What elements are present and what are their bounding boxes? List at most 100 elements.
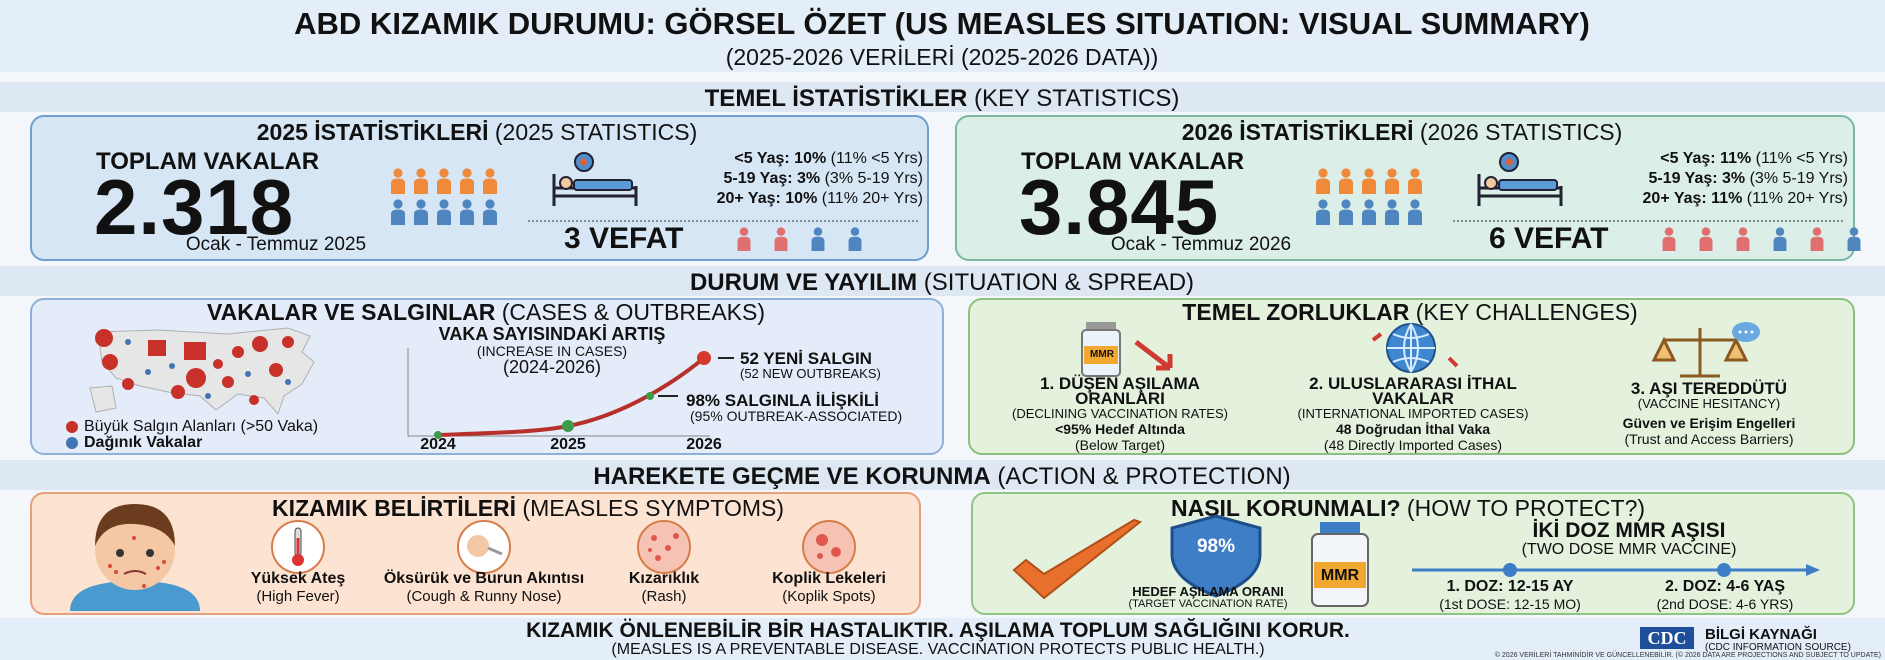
age-label-en: (11% 20+ Yrs) [821, 190, 923, 207]
person-icon [1662, 227, 1676, 251]
dose: 1. DOZ: 12-15 AY (1st DOSE: 12-15 MO) [1439, 578, 1581, 612]
person-icon [774, 227, 788, 251]
symptom-label: Yüksek Ateş [250, 570, 346, 587]
scale-icon [1651, 322, 1760, 378]
person-icon [483, 168, 497, 194]
dose-title-en: (TWO DOSE MMR VACCINE) [1521, 541, 1737, 558]
total-value: 3.845 [1019, 163, 1220, 251]
person-icon [1408, 199, 1422, 225]
person-icon [848, 227, 862, 251]
subtitle: (2025-2026 VERİLERİ (2025-2026 DATA)) [725, 44, 1159, 70]
age-label-en: (3% 5-19 Yrs) [824, 170, 923, 187]
person-icon [1847, 227, 1861, 251]
symptom: Koplik Lekeleri (Koplik Spots) [772, 570, 886, 605]
child-illustration [70, 504, 200, 611]
age-label-en: (11% <5 Yrs) [830, 150, 923, 167]
person-icon [811, 227, 825, 251]
annotation: 98% SALGINLA İLİŞKİLİ [686, 391, 880, 410]
panel-title-en: (2026 STATISTICS) [1419, 119, 1623, 145]
panel-title: KIZAMIK BELİRTİLERİ (MEASLES SYMPTOMS) [272, 495, 784, 522]
dose-label-en: (2nd DOSE: 4-6 YRS) [1656, 596, 1794, 612]
trend-year: 2026 [686, 436, 722, 453]
period: Ocak - Temmuz 2025 [185, 234, 367, 255]
vial-label: MMR [1320, 567, 1360, 584]
age-row: 5-19 Yaş: 3% (3% 5-19 Yrs) [1648, 170, 1848, 188]
dose-label: 2. DOZ: 4-6 YAŞ [1664, 578, 1786, 595]
deaths: 3 VEFAT [564, 222, 684, 255]
symptom: Öksürük ve Burun Akıntısı (Cough & Runny … [384, 570, 584, 605]
section-band [0, 460, 1885, 490]
challenge-title: 1. DÜŞEN AŞILAMA ORANLARI [1040, 374, 1200, 408]
age-row: <5 Yaş: 10% (11% <5 Yrs) [734, 150, 923, 168]
age-label: 20+ Yaş: 10% [716, 190, 818, 207]
challenge-detail: 48 Doğrudan İthal Vaka [1335, 421, 1491, 437]
panel-title: VAKALAR VE SALGINLAR (CASES & OUTBREAKS) [207, 299, 765, 326]
bed-icon [552, 152, 638, 208]
protect-icons [1012, 514, 1369, 607]
dose-label: 1. DOZ: 12-15 AY [1446, 578, 1574, 595]
period: Ocak - Temmuz 2026 [1110, 234, 1292, 255]
stats-panel [955, 115, 1855, 261]
person-icon [1362, 168, 1376, 194]
vial-icon [1081, 322, 1173, 377]
person-icon [1339, 199, 1353, 225]
annotation-en: (52 NEW OUTBREAKS) [740, 366, 881, 381]
panel-title-tr: 2025 İSTATİSTİKLERİ [256, 119, 489, 145]
symptom-label: Öksürük ve Burun Akıntısı [383, 570, 585, 587]
panel-title: 2025 İSTATİSTİKLERİ (2025 STATISTICS) [257, 119, 698, 146]
death-icons [737, 227, 862, 251]
age-label-en: (11% <5 Yrs) [1755, 150, 1848, 167]
section-title-en: (SITUATION & SPREAD) [923, 269, 1195, 296]
annotation-en: (95% OUTBREAK-ASSOCIATED) [690, 408, 903, 424]
footer-main: KIZAMIK ÖNLENEBİLİR BİR HASTALIKTIR. AŞI… [526, 619, 1350, 642]
panel-title: TEMEL ZORLUKLAR (KEY CHALLENGES) [1182, 299, 1637, 326]
deaths: 6 VEFAT [1489, 222, 1609, 255]
person-icon [737, 227, 751, 251]
challenge-detail-en: (Below Target) [1074, 437, 1165, 453]
challenge-title: 2. ULUSLARARASI İTHAL VAKALAR [1309, 374, 1517, 408]
bed-icon [1477, 152, 1563, 208]
age-label: <5 Yaş: 10% [734, 150, 827, 167]
age-label: 5-19 Yaş: 3% [723, 170, 821, 187]
age-row: 5-19 Yaş: 3% (3% 5-19 Yrs) [723, 170, 923, 188]
symptom: Yüksek Ateş (High Fever) [251, 570, 346, 605]
trend-subtitle: (INCREASE IN CASES) [476, 343, 628, 359]
panel-title-en: (HOW TO PROTECT?) [1406, 495, 1646, 521]
challenge-detail-en: (48 Directly Imported Cases) [1323, 437, 1503, 453]
section-title: DURUM VE YAYILIM (SITUATION & SPREAD) [690, 269, 1194, 297]
panel-title-tr: TEMEL ZORLUKLAR [1182, 299, 1410, 325]
panel-title-tr: NASIL KORUNMALI? [1170, 495, 1401, 521]
person-icon [1810, 227, 1824, 251]
symptom-icons [271, 520, 856, 574]
panel-title-en: (2025 STATISTICS) [494, 119, 698, 145]
cdc-logo: CDC [1640, 627, 1694, 649]
person-icon [1773, 227, 1787, 251]
section-title-tr: DURUM VE YAYILIM [689, 269, 918, 296]
legend-swatches [66, 421, 78, 449]
person-icon [1316, 168, 1330, 194]
total-value: 2.318 [94, 163, 295, 251]
panel-title-en: (KEY CHALLENGES) [1415, 299, 1638, 325]
panel-title-tr: VAKALAR VE SALGINLAR [206, 299, 496, 325]
trend-year: 2025 [550, 436, 586, 453]
people-icons [1316, 168, 1422, 225]
panel-title-tr: 2026 İSTATİSTİKLERİ [1181, 119, 1414, 145]
death-icons [1662, 227, 1861, 251]
person-icon [437, 168, 451, 194]
total-label: TOPLAM VAKALAR [96, 148, 320, 175]
shield-value: 98% [1196, 536, 1236, 557]
age-label: 20+ Yaş: 11% [1642, 190, 1743, 207]
footnote: © 2026 VERİLERİ TAHMİNİDİR VE GÜNCELLENE… [1494, 652, 1881, 659]
person-icon [1408, 168, 1422, 194]
challenge-detail: <95% Hedef Altında [1055, 421, 1185, 437]
trend-graphic [407, 348, 734, 439]
person-icon [1316, 199, 1330, 225]
source-en: (CDC INFORMATION SOURCE) [1705, 642, 1851, 653]
challenge-title-en: (INTERNATIONAL IMPORTED CASES) [1297, 406, 1529, 421]
section-title: HAREKETE GEÇME VE KORUNMA (ACTION & PROT… [593, 463, 1290, 491]
section-title-en: (KEY STATISTICS) [973, 85, 1180, 112]
legend-item: Dağınık Vakalar [84, 434, 203, 451]
symptom-label: Kızarıklık [628, 570, 700, 587]
annotation: 52 YENİ SALGIN [740, 349, 872, 368]
person-icon [1699, 227, 1713, 251]
